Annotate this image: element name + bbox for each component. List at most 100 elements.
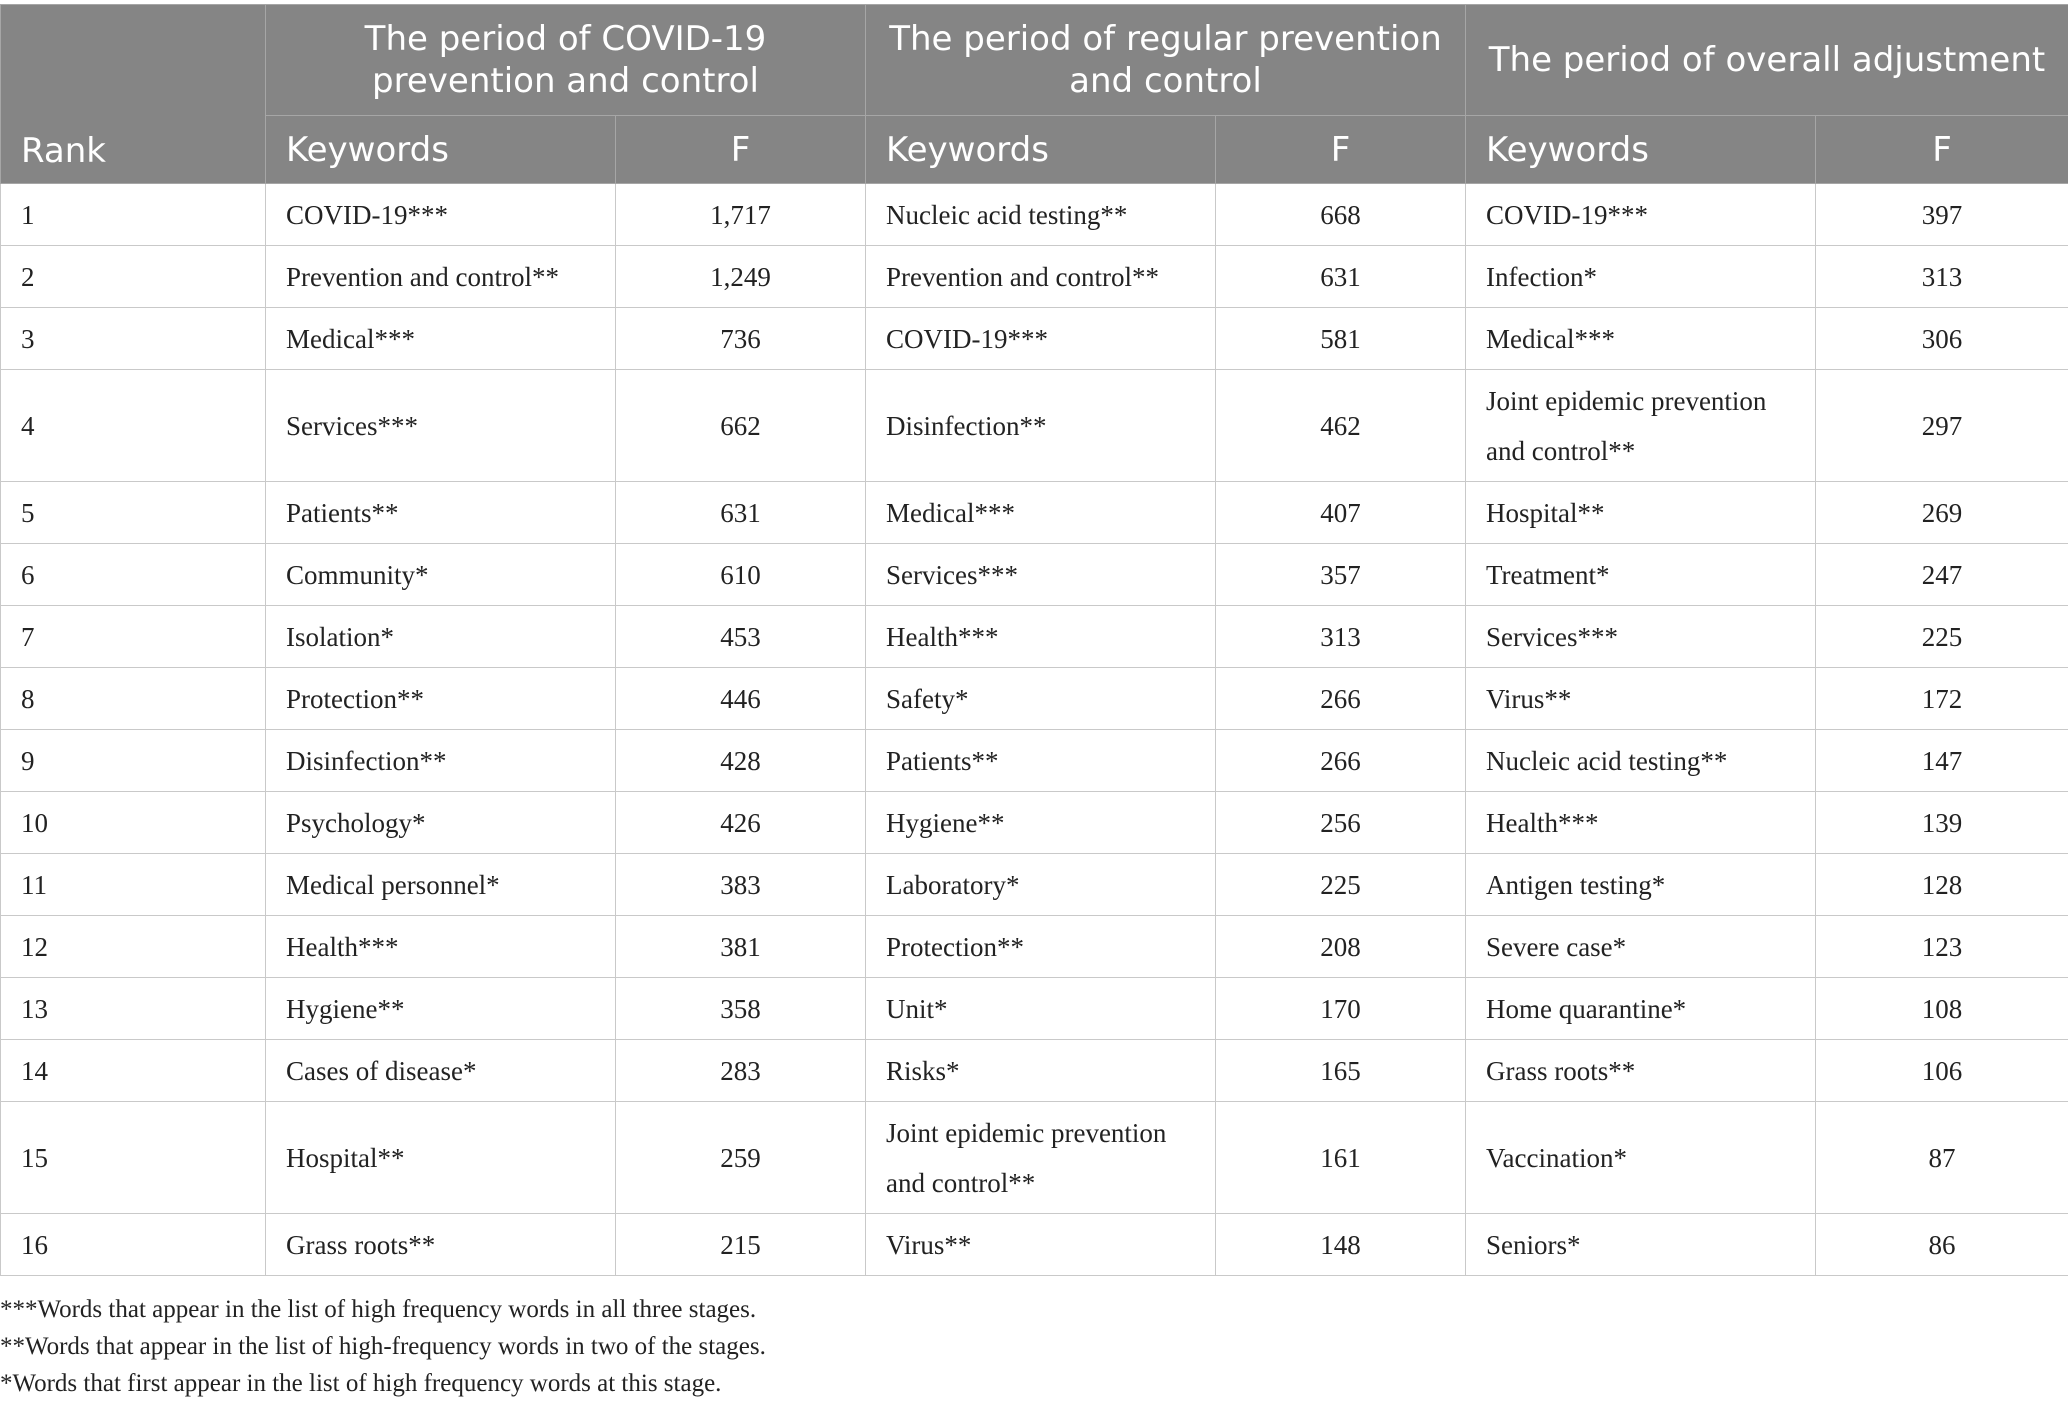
keywords-table-container: Rank The period of COVID-19 prevention a…: [0, 4, 2068, 1276]
period-2-frequency-cell: 161: [1215, 1101, 1466, 1214]
rank-cell: 2: [0, 245, 266, 308]
period-2-keyword-cell: Virus**: [865, 1213, 1216, 1276]
table-row: 9 Disinfection** 428 Patients** 266 Nucl…: [0, 729, 2068, 792]
footnote-first-appearance: *Words that first appear in the list of …: [0, 1370, 722, 1397]
period-2-keyword-cell: Nucleic acid testing**: [865, 183, 1216, 246]
period-3-keyword-cell: Hospital**: [1465, 481, 1816, 544]
period-3-keyword-cell: Virus**: [1465, 667, 1816, 730]
period-2-frequency-cell: 581: [1215, 307, 1466, 370]
header-row-periods: Rank The period of COVID-19 prevention a…: [0, 4, 2068, 184]
period-3-frequency-cell: 87: [1815, 1101, 2068, 1214]
period-2-keyword-cell: Protection**: [865, 915, 1216, 978]
table-row: 10 Psychology* 426 Hygiene** 256 Health*…: [0, 791, 2068, 854]
period-3-frequency-cell: 306: [1815, 307, 2068, 370]
period-3-frequency-cell: 86: [1815, 1213, 2068, 1276]
period-1-frequency-cell: 1,717: [615, 183, 866, 246]
period-3-keyword-cell: COVID-19***: [1465, 183, 1816, 246]
rank-cell: 11: [0, 853, 266, 916]
period-2-frequency-header: F: [1215, 115, 1466, 184]
table-row: 4 Services*** 662 Disinfection** 462 Joi…: [0, 369, 2068, 482]
table-row: 1 COVID-19*** 1,717 Nucleic acid testing…: [0, 183, 2068, 246]
rank-cell: 10: [0, 791, 266, 854]
rank-cell: 3: [0, 307, 266, 370]
period-3-frequency-cell: 128: [1815, 853, 2068, 916]
period-2-frequency-cell: 208: [1215, 915, 1466, 978]
header-row-columns: Keywords F Keywords F Keywords F: [1, 115, 2068, 184]
rank-cell: 13: [0, 977, 266, 1040]
table-row: 15 Hospital** 259 Joint epidemic prevent…: [0, 1101, 2068, 1214]
period-2-keyword-cell: Joint epidemic prevention and control**: [865, 1101, 1216, 1214]
period-1-keyword-cell: COVID-19***: [265, 183, 616, 246]
period-1-keyword-cell: Prevention and control**: [265, 245, 616, 308]
table-row: 11 Medical personnel* 383 Laboratory* 22…: [0, 853, 2068, 916]
period-3-frequency-cell: 123: [1815, 915, 2068, 978]
period-3-keyword-cell: Antigen testing*: [1465, 853, 1816, 916]
period-2-keyword-cell: Hygiene**: [865, 791, 1216, 854]
table-row: 13 Hygiene** 358 Unit* 170 Home quaranti…: [0, 977, 2068, 1040]
period-2-frequency-cell: 668: [1215, 183, 1466, 246]
period-1-keywords-header: Keywords: [265, 115, 616, 184]
period-3-keyword-cell: Home quarantine*: [1465, 977, 1816, 1040]
period-2-frequency-cell: 357: [1215, 543, 1466, 606]
period-1-keyword-cell: Medical***: [265, 307, 616, 370]
period-3-keyword-cell: Services***: [1465, 605, 1816, 668]
period-1-keyword-cell: Hospital**: [265, 1101, 616, 1214]
period-1-keyword-cell: Medical personnel*: [265, 853, 616, 916]
period-3-keyword-cell: Grass roots**: [1465, 1039, 1816, 1102]
period-2-keyword-cell: Safety*: [865, 667, 1216, 730]
table-header: Rank The period of COVID-19 prevention a…: [0, 4, 2068, 184]
period-2-frequency-cell: 148: [1215, 1213, 1466, 1276]
table-row: 14 Cases of disease* 283 Risks* 165 Gras…: [0, 1039, 2068, 1102]
period-2-keyword-cell: Laboratory*: [865, 853, 1216, 916]
period-2-keyword-cell: Risks*: [865, 1039, 1216, 1102]
table-row: 7 Isolation* 453 Health*** 313 Services*…: [0, 605, 2068, 668]
period-3-frequency-cell: 313: [1815, 245, 2068, 308]
rank-cell: 14: [0, 1039, 266, 1102]
period-1-frequency-cell: 446: [615, 667, 866, 730]
period-2-header: The period of regular prevention and con…: [865, 4, 1466, 116]
period-1-keyword-cell: Isolation*: [265, 605, 616, 668]
period-1-frequency-cell: 428: [615, 729, 866, 792]
period-2-frequency-cell: 462: [1215, 369, 1466, 482]
rank-cell: 12: [0, 915, 266, 978]
rank-cell: 1: [0, 183, 266, 246]
period-3-keyword-cell: Joint epidemic prevention and control**: [1465, 369, 1816, 482]
rank-cell: 7: [0, 605, 266, 668]
period-3-header: The period of overall adjustment: [1465, 4, 2068, 116]
period-1-frequency-cell: 381: [615, 915, 866, 978]
period-1-keyword-cell: Grass roots**: [265, 1213, 616, 1276]
period-1-keyword-cell: Protection**: [265, 667, 616, 730]
period-3-frequency-cell: 297: [1815, 369, 2068, 482]
period-1-frequency-cell: 383: [615, 853, 866, 916]
period-1-keyword-cell: Disinfection**: [265, 729, 616, 792]
period-2-frequency-cell: 165: [1215, 1039, 1466, 1102]
rank-cell: 6: [0, 543, 266, 606]
rank-cell: 15: [0, 1101, 266, 1214]
period-3-keyword-cell: Medical***: [1465, 307, 1816, 370]
period-3-keyword-cell: Vaccination*: [1465, 1101, 1816, 1214]
period-2-keyword-cell: Health***: [865, 605, 1216, 668]
period-3-keywords-header: Keywords: [1465, 115, 1816, 184]
rank-cell: 16: [0, 1213, 266, 1276]
table-row: 12 Health*** 381 Protection** 208 Severe…: [0, 915, 2068, 978]
period-2-keyword-cell: Patients**: [865, 729, 1216, 792]
period-1-frequency-cell: 662: [615, 369, 866, 482]
rank-cell: 8: [0, 667, 266, 730]
rank-cell: 4: [0, 369, 266, 482]
period-3-frequency-cell: 139: [1815, 791, 2068, 854]
period-3-frequency-cell: 147: [1815, 729, 2068, 792]
period-2-keyword-cell: Services***: [865, 543, 1216, 606]
table-row: 5 Patients** 631 Medical*** 407 Hospital…: [0, 481, 2068, 544]
period-1-frequency-header: F: [615, 115, 866, 184]
period-2-frequency-cell: 256: [1215, 791, 1466, 854]
period-2-keyword-cell: Unit*: [865, 977, 1216, 1040]
period-3-keyword-cell: Treatment*: [1465, 543, 1816, 606]
table-row: 2 Prevention and control** 1,249 Prevent…: [0, 245, 2068, 308]
rank-header: Rank: [0, 4, 266, 184]
table-row: 3 Medical*** 736 COVID-19*** 581 Medical…: [0, 307, 2068, 370]
period-1-keyword-cell: Psychology*: [265, 791, 616, 854]
period-1-frequency-cell: 426: [615, 791, 866, 854]
period-1-frequency-cell: 283: [615, 1039, 866, 1102]
period-1-keyword-cell: Cases of disease*: [265, 1039, 616, 1102]
period-3-frequency-header: F: [1815, 115, 2068, 184]
